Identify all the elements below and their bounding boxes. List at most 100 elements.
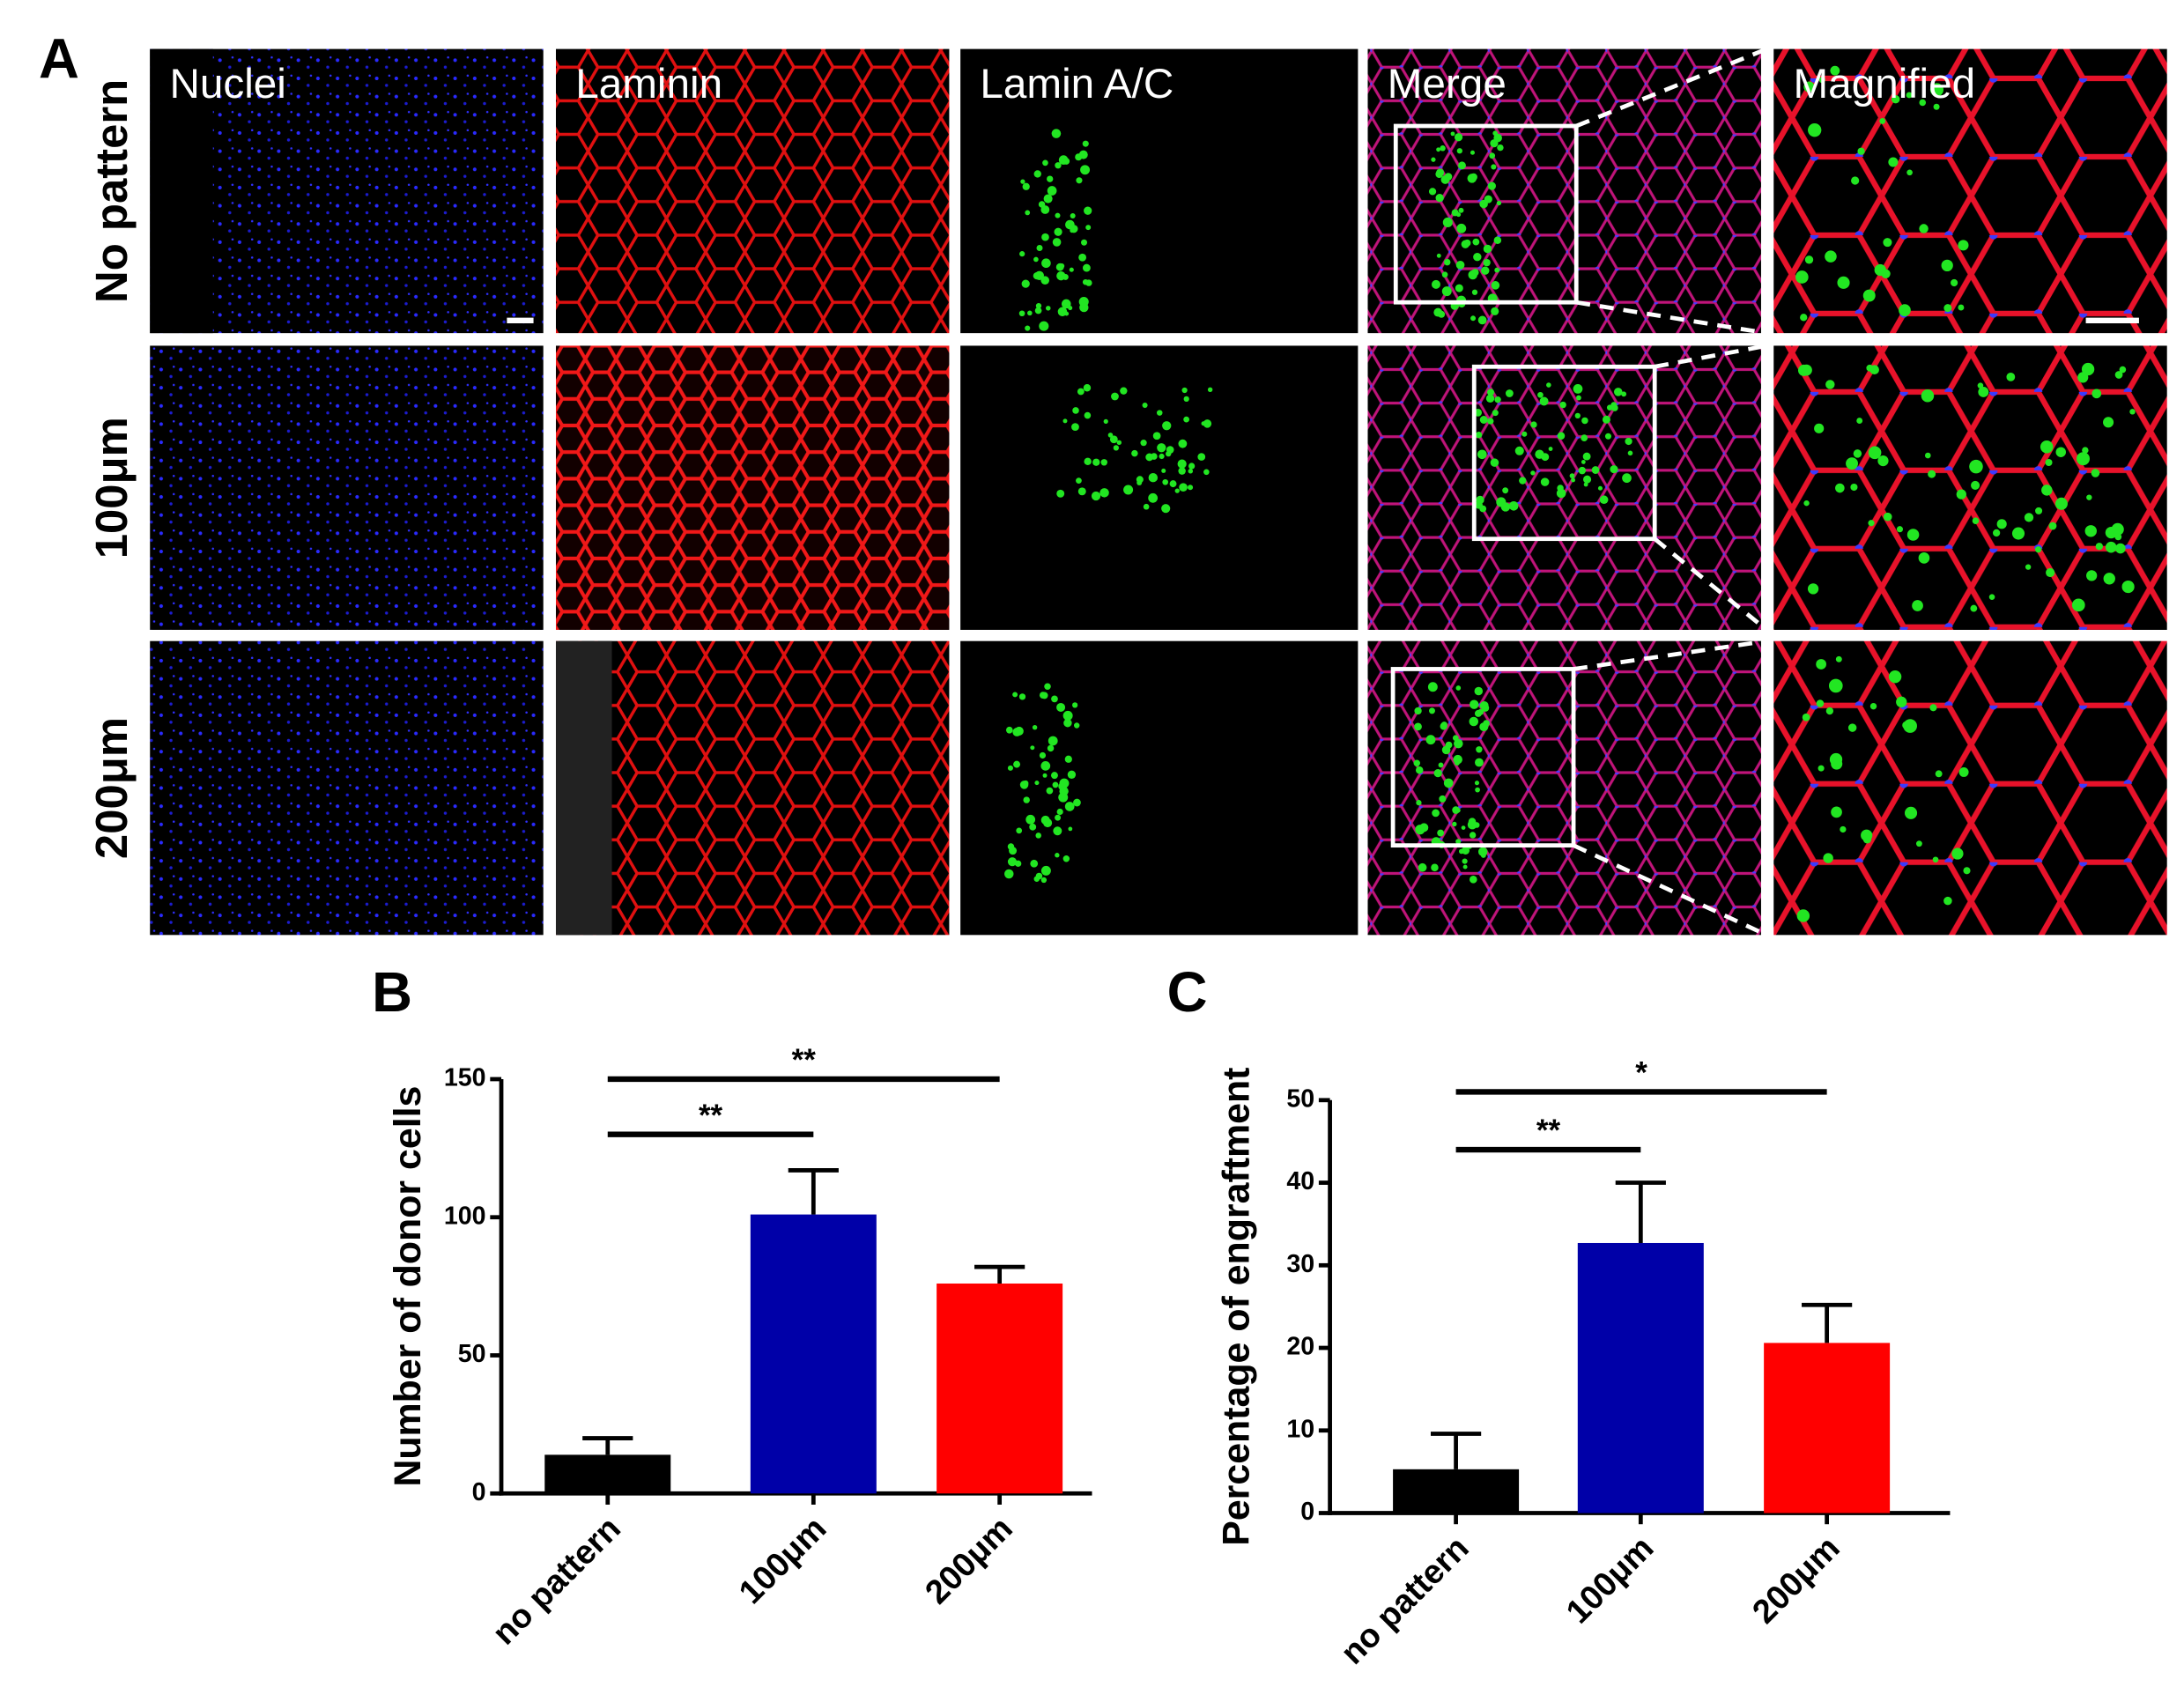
- cell-signal: [1450, 131, 1455, 137]
- cell-signal: [1169, 480, 1177, 488]
- cell-signal: [1493, 236, 1502, 245]
- cell-signal: [1036, 244, 1043, 251]
- cell-signal: [2040, 440, 2054, 454]
- cell-signal: [1071, 423, 1079, 432]
- cell-signal: [1514, 446, 1524, 455]
- cell-signal: [1052, 238, 1062, 247]
- cell-signal: [1030, 859, 1039, 868]
- cell-signal: [1055, 162, 1062, 169]
- cell-signal: [1032, 724, 1038, 730]
- cell-signal: [1068, 826, 1073, 832]
- cell-signal: [1033, 170, 1041, 178]
- cell-signal: [1801, 364, 1812, 376]
- bar: [1577, 1242, 1704, 1513]
- cell-signal: [1455, 685, 1462, 691]
- cell-signal: [1537, 391, 1544, 398]
- cell-signal: [1428, 188, 1437, 196]
- cell-signal: [1477, 449, 1487, 460]
- cell-signal: [1569, 473, 1575, 479]
- cell-signal: [1879, 117, 1886, 124]
- cell-signal: [1837, 276, 1850, 289]
- cell-signal: [1540, 477, 1550, 486]
- tissue-edge: [150, 48, 213, 334]
- cell-signal: [1039, 321, 1049, 331]
- cell-signal: [1621, 391, 1627, 397]
- cell-signal: [1162, 478, 1169, 485]
- cell-signal: [1004, 869, 1014, 879]
- column-label: Merge: [1388, 61, 1507, 107]
- cell-signal: [1487, 181, 1496, 190]
- cell-signal: [1906, 529, 1920, 541]
- cell-signal: [1082, 263, 1091, 272]
- cell-signal: [1113, 445, 1120, 451]
- panel-label: A: [39, 27, 79, 90]
- cell-signal: [2045, 458, 2053, 467]
- cell-signal: [2119, 366, 2127, 374]
- cell-signal: [1078, 296, 1089, 307]
- cell-signal: [1081, 239, 1088, 246]
- cell-signal: [1438, 762, 1444, 768]
- cell-signal: [1602, 415, 1610, 424]
- cell-signal: [1162, 421, 1172, 431]
- cell-signal: [1530, 470, 1536, 476]
- cell-signal: [1058, 792, 1069, 803]
- cell-signal: [1500, 502, 1511, 512]
- cell-signal: [1177, 459, 1187, 469]
- cell-signal: [1921, 388, 1935, 403]
- cell-signal: [1825, 250, 1837, 263]
- cell-signal: [1846, 457, 1858, 470]
- cell-signal: [1969, 459, 1983, 474]
- cell-signal: [1035, 832, 1042, 839]
- cell-signal: [1063, 719, 1072, 728]
- cell-signal: [1174, 488, 1180, 493]
- cell-signal: [2035, 507, 2043, 514]
- cell-signal: [1906, 92, 1913, 99]
- cell-signal: [1085, 279, 1092, 286]
- cell-signal: [1467, 819, 1477, 830]
- cell-signal: [1840, 825, 1847, 833]
- cell-signal: [1943, 896, 1952, 906]
- cell-signal: [1051, 695, 1058, 703]
- cell-signal: [2025, 564, 2032, 570]
- cell-signal: [1064, 802, 1075, 811]
- cell-signal: [1425, 735, 1436, 745]
- cell-signal: [1814, 423, 1825, 433]
- cell-signal: [2082, 447, 2089, 454]
- cell-signal: [1055, 814, 1062, 821]
- cell-signal: [1932, 856, 1939, 863]
- micrograph: [150, 640, 544, 936]
- cell-signal: [1571, 477, 1576, 483]
- cell-signal: [1414, 722, 1422, 731]
- cell-signal: [1441, 286, 1452, 297]
- cell-signal: [1539, 396, 1549, 406]
- cell-signal: [1461, 240, 1470, 248]
- cell-signal: [1441, 745, 1451, 755]
- significance-label: **: [699, 1099, 723, 1133]
- cell-signal: [1156, 410, 1163, 416]
- cell-signal: [1070, 212, 1076, 218]
- cell-signal: [1056, 489, 1065, 498]
- cell-signal: [1835, 483, 1845, 493]
- zoom-line: [1573, 639, 1767, 671]
- cell-signal: [1627, 450, 1633, 456]
- cell-signal: [1530, 421, 1537, 428]
- cell-signal: [1009, 847, 1018, 855]
- cell-signal: [1111, 392, 1119, 401]
- cell-signal: [2086, 570, 2098, 581]
- cell-signal: [1796, 909, 1810, 922]
- cell-signal: [1971, 480, 1980, 490]
- cell-signal: [2041, 485, 2053, 496]
- cell-signal: [1077, 388, 1085, 396]
- panel-label: B: [372, 961, 412, 1024]
- cell-signal: [1123, 485, 1134, 495]
- cell-signal: [1541, 453, 1550, 462]
- cell-signal: [1470, 150, 1475, 155]
- cell-signal: [1454, 738, 1463, 749]
- cell-signal: [2115, 543, 2126, 554]
- cell-signal: [2105, 541, 2117, 553]
- cell-signal: [1076, 477, 1082, 484]
- cell-signal: [1064, 311, 1070, 316]
- cell-signal: [1012, 692, 1018, 698]
- cell-signal: [1857, 147, 1865, 155]
- cell-signal: [2121, 580, 2135, 594]
